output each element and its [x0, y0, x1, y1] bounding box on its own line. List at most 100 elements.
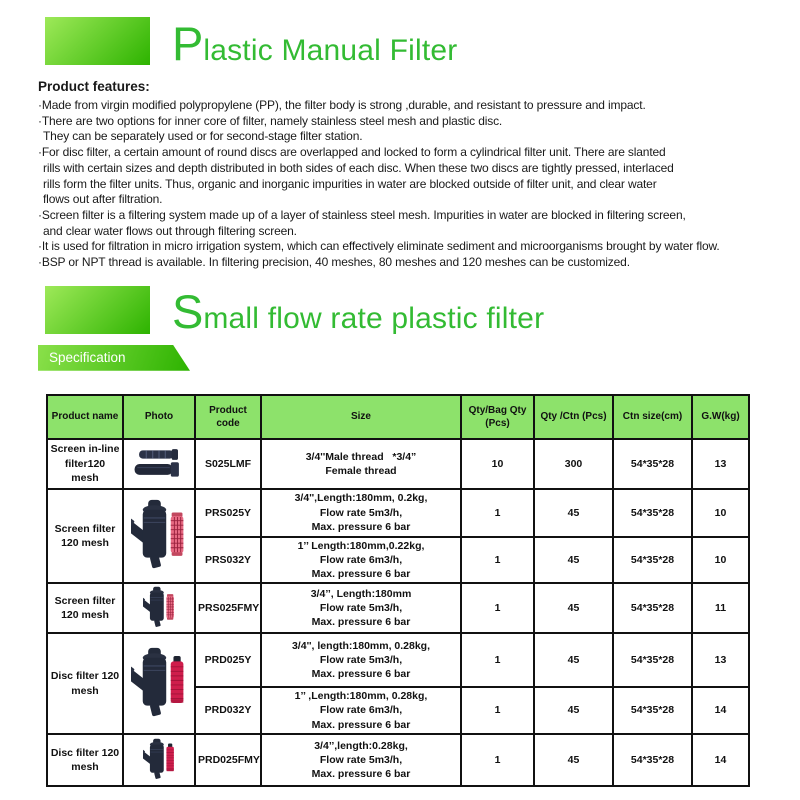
product-photo-screen-filter	[143, 585, 176, 631]
column-header-product-name: Product name	[46, 393, 124, 440]
ctn-size-cell: 54*35*28	[612, 582, 693, 635]
table-row: Disc filter 120 mesh PRD025FMY 3/4’’,len…	[46, 732, 750, 787]
green-block-decoration	[45, 285, 150, 334]
section-title-text: Small flow rate plastic filter	[172, 288, 545, 336]
product-code-cell: PRS025Y	[194, 487, 262, 538]
qty-bag-cell: 1	[460, 686, 535, 735]
table-row: Screen in-line filter120 mesh S025LMF 3/…	[46, 437, 750, 490]
column-header-size: Size	[260, 393, 462, 440]
qty-ctn-cell: 45	[533, 732, 614, 787]
qty-bag-cell: 1	[460, 632, 535, 689]
product-code-cell: PRS032Y	[194, 535, 262, 585]
qty-ctn-cell: 45	[533, 686, 614, 735]
qty-bag-cell: 1	[460, 535, 535, 585]
ctn-size-cell: 54*35*28	[612, 487, 693, 538]
title-initial: S	[172, 285, 204, 339]
section-title-small-flow-rate: Small flow rate plastic filter	[45, 285, 800, 336]
product-code-cell: PRD025FMY	[194, 732, 262, 787]
column-header-product-code: Product code	[194, 393, 262, 440]
product-photo-inline-filter	[130, 445, 188, 483]
product-photo-cell	[122, 582, 196, 635]
qty-ctn-cell: 45	[533, 487, 614, 538]
column-header-qty-ctn: Qty /Ctn (Pcs)	[533, 393, 614, 440]
table-row: Screen filter 120 mesh PRS025FMY 3/4’’, …	[46, 582, 750, 635]
product-code-cell: S025LMF	[194, 437, 262, 490]
product-photo-screen-filter	[131, 497, 187, 575]
qty-ctn-cell: 300	[533, 437, 614, 490]
feature-line: ·For disc filter, a certain amount of ro…	[38, 145, 666, 160]
qty-bag-cell: 1	[460, 487, 535, 538]
qty-bag-cell: 1	[460, 732, 535, 787]
size-cell: 3/4’’, Length:180mm Flow rate 5m3/h, Max…	[260, 582, 462, 635]
features-heading: Product features:	[38, 79, 150, 94]
product-photo-cell	[122, 732, 196, 787]
gw-cell: 11	[691, 582, 750, 635]
column-header-qty-bag: Qty/Bag Qty (Pcs)	[460, 393, 535, 440]
title-rest: mall flow rate plastic filter	[203, 302, 545, 336]
column-header-gw: G.W(kg)	[691, 393, 750, 440]
table-row: PRS032Y 1’’ Length:180mm,0.22kg, Flow ra…	[47, 535, 750, 585]
table-row: PRD032Y 1’’ ,Length:180mm, 0.28kg, Flow …	[47, 686, 750, 735]
ctn-size-cell: 54*35*28	[612, 686, 693, 735]
table-header-row: Product name Photo Product code Size Qty…	[46, 393, 750, 440]
feature-line: and clear water flows out through filter…	[43, 223, 297, 238]
product-features-section: Product features: ·Made from virgin modi…	[38, 79, 800, 271]
specification-table: Product name Photo Product code Size Qty…	[46, 393, 750, 787]
product-photo-cell	[122, 487, 196, 585]
ctn-size-cell: 54*35*28	[612, 732, 693, 787]
qty-bag-cell: 1	[460, 582, 535, 635]
qty-ctn-cell: 45	[533, 535, 614, 585]
page-title-plastic-manual-filter: Plastic Manual Filter	[45, 0, 800, 67]
feature-line: ·It is used for filtration in micro irri…	[38, 239, 720, 254]
size-cell: 3/4'', length:180mm, 0.28kg, Flow rate 5…	[260, 632, 462, 689]
product-photo-cell	[122, 632, 196, 735]
gw-cell: 13	[691, 437, 750, 490]
gw-cell: 10	[691, 487, 750, 538]
feature-line: ·Made from virgin modified polypropylene…	[38, 98, 646, 112]
green-block-decoration	[45, 17, 150, 65]
product-name-cell: Screen filter 120 mesh	[46, 487, 124, 585]
feature-line: ·BSP or NPT thread is available. In filt…	[38, 255, 630, 270]
feature-line: rills with certain sizes and depth distr…	[43, 160, 674, 175]
gw-cell: 14	[691, 686, 750, 735]
gw-cell: 10	[691, 535, 750, 585]
product-name-cell: Disc filter 120 mesh	[46, 632, 124, 735]
size-cell: 3/4’’,length:0.28kg, Flow rate 5m3/h, Ma…	[260, 732, 462, 787]
size-cell: 3/4''Male thread *3/4” Female thread	[260, 437, 462, 490]
specification-banner-label: Specification	[49, 349, 126, 365]
feature-line: ·Screen filter is a filtering system mad…	[38, 207, 686, 222]
feature-line: They can be separately used or for secon…	[43, 129, 363, 144]
ctn-size-cell: 54*35*28	[612, 437, 693, 490]
product-code-cell: PRD032Y	[194, 686, 262, 735]
table-row: Disc filter 120 mesh PRD025Y 3/4'', leng…	[46, 632, 750, 735]
page-title-text: Plastic Manual Filter	[172, 20, 458, 67]
product-name-cell: Disc filter 120 mesh	[46, 732, 124, 787]
table-row: Screen filter 120 mesh PRS025Y 3/4'',Len…	[46, 487, 750, 585]
product-photo-cell	[122, 437, 196, 490]
column-header-ctn-size: Ctn size(cm)	[612, 393, 693, 440]
feature-line: ·There are two options for inner core of…	[38, 113, 503, 128]
size-cell: 1’’ ,Length:180mm, 0.28kg, Flow rate 6m3…	[260, 686, 462, 735]
product-photo-disc-filter	[143, 737, 176, 783]
specification-banner: Specification	[38, 345, 190, 371]
feature-line: flows out after filtration.	[43, 192, 163, 207]
product-photo-disc-filter	[131, 645, 187, 723]
ctn-size-cell: 54*35*28	[612, 632, 693, 689]
product-code-cell: PRS025FMY	[194, 582, 262, 635]
qty-ctn-cell: 45	[533, 632, 614, 689]
gw-cell: 14	[691, 732, 750, 787]
qty-ctn-cell: 45	[533, 582, 614, 635]
qty-bag-cell: 10	[460, 437, 535, 490]
product-code-cell: PRD025Y	[194, 632, 262, 689]
size-cell: 3/4'',Length:180mm, 0.2kg, Flow rate 5m3…	[260, 487, 462, 538]
ctn-size-cell: 54*35*28	[612, 535, 693, 585]
gw-cell: 13	[691, 632, 750, 689]
product-name-cell: Screen filter 120 mesh	[46, 582, 124, 635]
size-cell: 1’’ Length:180mm,0.22kg, Flow rate 6m3/h…	[260, 535, 462, 585]
column-header-photo: Photo	[122, 393, 196, 440]
title-initial: P	[172, 16, 204, 70]
product-name-cell: Screen in-line filter120 mesh	[46, 437, 124, 490]
title-rest: lastic Manual Filter	[203, 33, 458, 67]
feature-line: rills form the filter units. Thus, organ…	[43, 176, 657, 191]
